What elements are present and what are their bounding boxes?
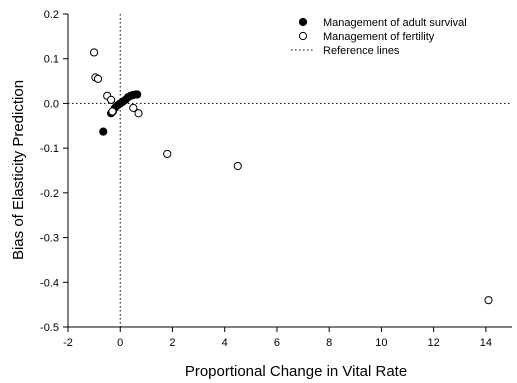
legend-swatch-adult-survival <box>298 17 308 27</box>
y-tick-label: 0.1 <box>44 54 59 66</box>
legend-label: Reference lines <box>323 45 400 57</box>
point-fertility <box>106 95 116 104</box>
x-tick-label: 2 <box>169 337 175 349</box>
y-tick-label: 0.0 <box>44 98 59 110</box>
x-tick-label: 6 <box>274 337 280 349</box>
x-tick-label: 4 <box>222 337 228 349</box>
y-tick-label: -0.4 <box>40 277 59 289</box>
point-fertility <box>129 103 138 113</box>
point-fertility <box>233 161 242 171</box>
point-fertility <box>163 149 172 159</box>
y-tick-label: -0.1 <box>40 143 59 155</box>
y-tick-label: -0.5 <box>40 322 59 334</box>
point-fertility <box>484 296 493 305</box>
x-axis-title: Proportional Change in Vital Rate <box>185 363 407 380</box>
x-tick-label: 12 <box>428 337 440 349</box>
legend: Management of adult survival Management o… <box>291 17 467 57</box>
x-tick-label: 0 <box>117 337 123 349</box>
y-tick-label: -0.2 <box>40 188 59 200</box>
plot-frame <box>67 14 512 328</box>
data-points <box>90 48 493 305</box>
y-axis-title: Bias of Elasticity Prediction <box>10 80 27 260</box>
y-tick-label: -0.3 <box>40 233 59 245</box>
point-adult-survival <box>99 127 108 136</box>
legend-label: Management of adult survival <box>323 17 467 29</box>
x-tick-label: -2 <box>63 337 73 349</box>
x-tick-label: 8 <box>326 337 332 349</box>
y-tick-label: 0.2 <box>44 9 59 21</box>
point-fertility <box>134 109 143 118</box>
x-axis: -2 0 2 4 6 8 10 12 14 <box>63 327 492 349</box>
legend-swatch-fertility <box>298 31 308 41</box>
point-fertility <box>93 74 103 83</box>
point-fertility <box>90 48 99 57</box>
legend-label: Management of fertility <box>323 31 435 43</box>
point-fertility <box>108 107 117 116</box>
y-axis: -0.5 -0.4 -0.3 -0.2 -0.1 0.0 0.1 0.2 <box>40 9 68 334</box>
x-tick-label: 14 <box>480 337 492 349</box>
x-tick-label: 10 <box>375 337 387 349</box>
point-adult-survival <box>133 90 142 99</box>
reference-lines <box>68 14 512 327</box>
